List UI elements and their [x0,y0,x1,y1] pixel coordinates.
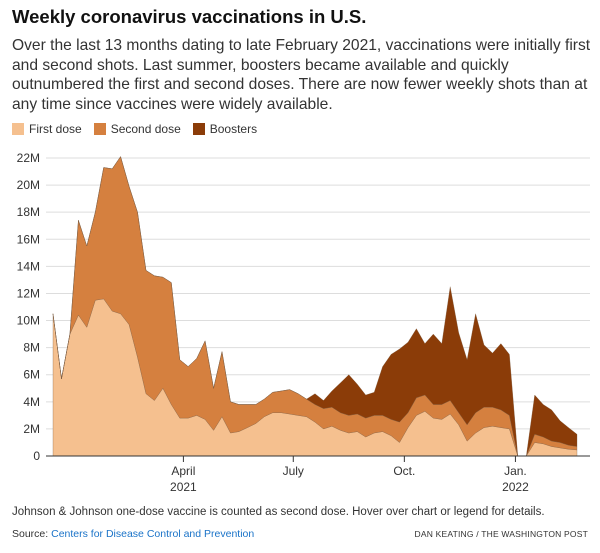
legend-swatch-first-dose [12,123,24,135]
x-tick-label: July [283,464,304,478]
y-tick-label: 16M [17,232,40,246]
chart-note: Johnson & Johnson one-dose vaccine is co… [12,506,545,518]
y-tick-label: 20M [17,178,40,192]
x-tick-label: Oct. [393,464,415,478]
vaccination-area-chart[interactable]: 0 2M 4M 6M 8M 10M 12M 14M 16M 18M 20M 22M April 2021 J… [0,140,600,495]
y-tick-label: 22M [17,151,40,165]
legend-item-second-dose[interactable]: Second dose [93,122,181,136]
y-tick-label: 10M [17,314,40,328]
y-tick-label: 12M [17,286,40,300]
y-tick-label: 18M [17,205,40,219]
legend-label-second-dose: Second dose [110,122,181,136]
source-line: Source: Centers for Disease Control and … [12,528,254,540]
legend-item-boosters[interactable]: Boosters [192,122,258,136]
legend-label-first-dose: First dose [29,122,82,136]
y-tick-label: 6M [23,368,40,382]
credit-line: DAN KEATING / THE WASHINGTON POST [414,529,588,539]
y-tick-label: 8M [23,341,40,355]
y-tick-label: 2M [23,422,40,436]
legend: First dose Second dose Boosters [12,121,269,137]
x-tick-year-label: 2021 [170,480,197,494]
area-series-boosters[interactable] [52,156,578,457]
source-link[interactable]: Centers for Disease Control and Preventi… [51,528,255,540]
legend-swatch-second-dose [93,123,106,135]
legend-label-boosters: Boosters [209,122,258,136]
y-tick-label: 4M [23,395,40,409]
legend-item-first-dose[interactable]: First dose [12,122,82,136]
x-tick-label: Jan. [504,464,527,478]
y-tick-label: 0 [33,449,40,463]
source-label: Source: [12,528,49,540]
chart-title: Weekly coronavirus vaccinations in U.S. [12,6,367,27]
x-tick-label: April [171,464,195,478]
legend-swatch-boosters [192,123,205,135]
x-tick-year-label: 2022 [502,480,529,494]
chart-description: Over the last 13 months dating to late F… [12,37,591,113]
y-tick-label: 14M [17,259,40,273]
